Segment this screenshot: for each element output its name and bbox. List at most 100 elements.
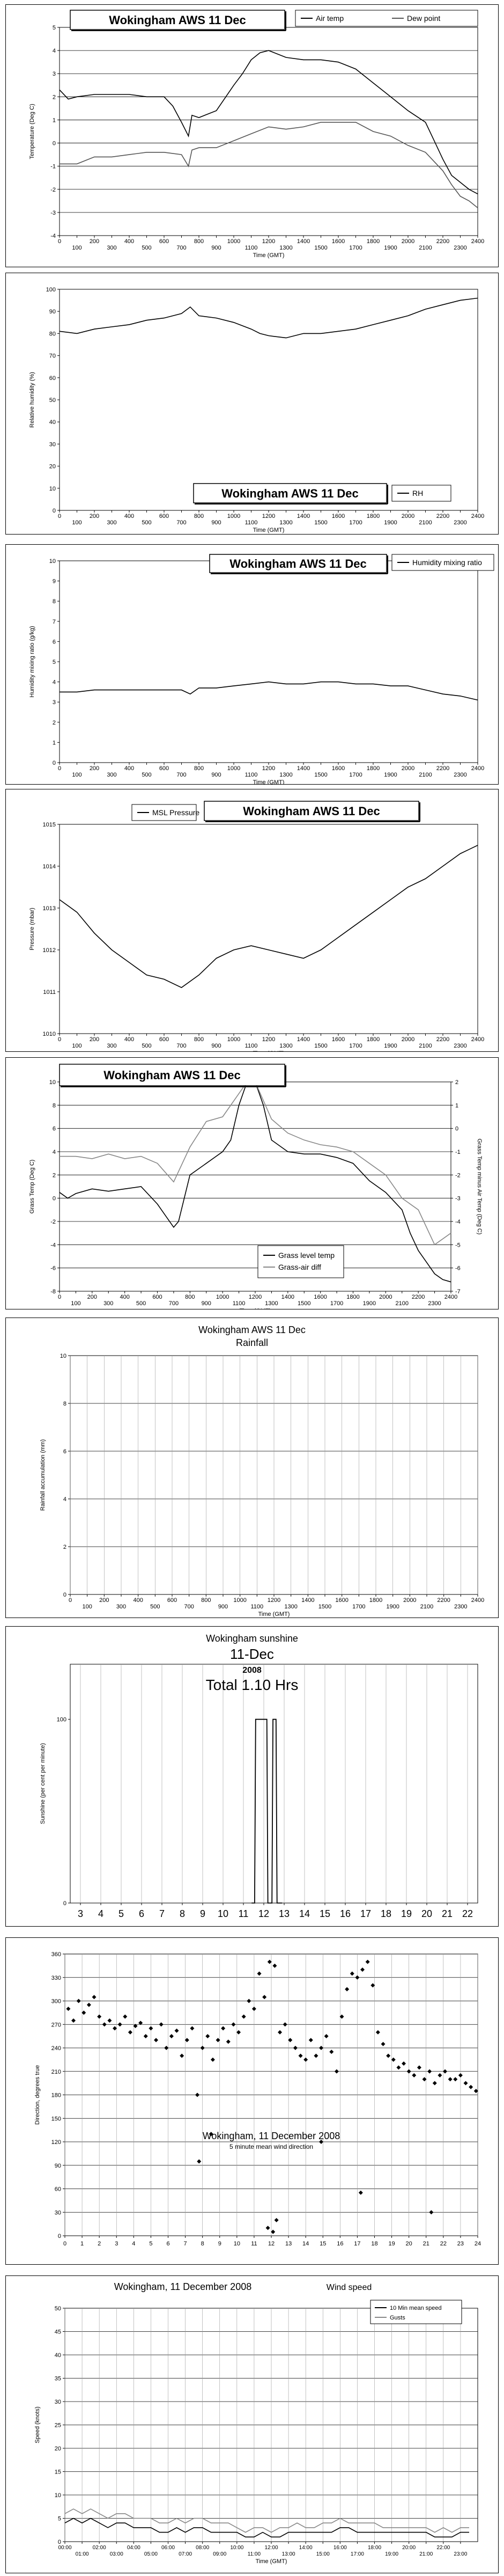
x-tick-label: 100 bbox=[72, 519, 81, 526]
y-tick-label: 80 bbox=[49, 331, 56, 337]
x-tick-label: 500 bbox=[142, 519, 151, 526]
chart-panel-2: 0 10 20 30 40 50 60 70 80 90 100 0 100 200 300 400 500 60… bbox=[5, 273, 499, 535]
x-tick-label: 2100 bbox=[419, 772, 432, 778]
y-axis-label: Relative humidity (%) bbox=[29, 372, 35, 428]
y-tick-label: 6 bbox=[53, 639, 56, 645]
x-tick-label: 2100 bbox=[419, 1043, 432, 1049]
y-axis-label: Humidity mixing ratio (g/kg) bbox=[29, 626, 35, 697]
data-point bbox=[102, 2022, 107, 2027]
y-tick-label: 0 bbox=[53, 508, 56, 514]
x-tick-label: 700 bbox=[176, 772, 186, 778]
x-tick-label: 2400 bbox=[471, 238, 484, 245]
data-point bbox=[262, 1995, 267, 2000]
x-tick-label: 1900 bbox=[384, 1043, 397, 1049]
x-tick-label: 1200 bbox=[262, 765, 275, 772]
data-point bbox=[427, 2069, 432, 2074]
x-tick-label: 19:00 bbox=[385, 2551, 398, 2557]
data-point bbox=[319, 2046, 324, 2050]
x-tick-label: 1900 bbox=[384, 245, 397, 251]
y-tick-label: 20 bbox=[49, 464, 56, 470]
x-tick-label: 700 bbox=[176, 1043, 186, 1049]
x-tick-label: 2000 bbox=[402, 1036, 414, 1043]
chart-panel-4: 1010 1011 1012 1013 1014 1015 0 100 200 300 400 500… bbox=[5, 789, 499, 1052]
x-tick-label: 0 bbox=[58, 1036, 61, 1043]
x-tick-label: 23 bbox=[457, 2241, 464, 2247]
series-line-1 bbox=[251, 1718, 283, 1904]
x-tick-label: 1700 bbox=[349, 1043, 362, 1049]
data-point bbox=[314, 2053, 318, 2058]
data-point bbox=[133, 2024, 138, 2029]
data-point bbox=[272, 1963, 277, 1968]
legend-label: Grass-air diff bbox=[278, 1263, 321, 1271]
y-axis-label: Pressure (mbar) bbox=[29, 908, 35, 950]
series-line-1 bbox=[59, 297, 478, 339]
x-tick-label: 10 bbox=[234, 2241, 240, 2247]
data-point bbox=[92, 1995, 97, 2000]
data-point bbox=[422, 2077, 427, 2082]
x-tick-label: 2200 bbox=[436, 238, 449, 245]
y-tick-label: 5 bbox=[58, 2516, 61, 2522]
x-tick-label: 2200 bbox=[437, 1597, 450, 1604]
x-tick-label: 8 bbox=[201, 2241, 204, 2247]
x-axis-label: Time (GMT) bbox=[256, 2558, 287, 2565]
x-tick-label: 2000 bbox=[402, 513, 414, 519]
x-tick-label: 14 bbox=[299, 1908, 310, 1919]
x-tick-label: 1000 bbox=[227, 238, 240, 245]
data-point bbox=[355, 1975, 360, 1980]
y-tick-label: 50 bbox=[49, 397, 56, 404]
x-tick-label: 400 bbox=[124, 238, 134, 245]
legend-label: Humidity mixing ratio bbox=[412, 558, 482, 567]
y-tick-label: 0 bbox=[58, 2539, 61, 2545]
data-point bbox=[210, 2057, 215, 2062]
data-point bbox=[308, 2038, 313, 2043]
plot-area bbox=[59, 824, 478, 1034]
chart-title: Wokingham AWS 11 Dec bbox=[103, 1069, 241, 1082]
x-tick-label: 400 bbox=[124, 1036, 134, 1043]
y-tick-label: 35 bbox=[55, 2376, 61, 2382]
plot-area bbox=[59, 560, 478, 763]
sunshine-total: Total 1.10 Hrs bbox=[206, 1677, 299, 1693]
data-point bbox=[458, 2073, 463, 2078]
y-tick-label: -8 bbox=[50, 1289, 56, 1295]
x-tick-label: 300 bbox=[107, 245, 116, 251]
chart-svg-9: 0 5 10 15 20 25 30 35 40 45 50 00:00 01:00 02:00 03:00… bbox=[34, 2281, 478, 2565]
x-tick-label: 1300 bbox=[279, 1043, 292, 1049]
data-point bbox=[443, 2069, 448, 2074]
x-tick-label: 700 bbox=[184, 1604, 194, 1610]
x-tick-label: 02:00 bbox=[93, 2545, 106, 2551]
x-tick-label: 05:00 bbox=[144, 2551, 158, 2557]
x-tick-label: 500 bbox=[136, 1300, 146, 1307]
x-tick-label: 4 bbox=[98, 1908, 103, 1919]
chart-svg-7: 0 100 3 4 5 6 7 8 9 10 11 12 13 14 15 16 17 18 19 20 21 22 Sun… bbox=[40, 1633, 478, 1919]
series-line-2 bbox=[60, 122, 478, 208]
legend-label: MSL Pressure bbox=[152, 808, 199, 817]
series-line-1 bbox=[60, 681, 478, 701]
x-tick-label: 10 bbox=[218, 1908, 228, 1919]
y-tick-label: 100 bbox=[57, 1717, 66, 1723]
data-point bbox=[288, 2038, 293, 2043]
x-tick-label: 20 bbox=[421, 1908, 432, 1919]
x-tick-label: 18:00 bbox=[368, 2545, 381, 2551]
legend-label: 10 Min mean speed bbox=[390, 2305, 442, 2311]
x-tick-label: 9 bbox=[218, 2241, 221, 2247]
chart-title: Wokingham sunshine bbox=[206, 1633, 298, 1644]
x-tick-label: 12:00 bbox=[264, 2545, 278, 2551]
x-tick-label: 1100 bbox=[245, 245, 258, 251]
y2-tick-label: -2 bbox=[455, 1172, 461, 1179]
y-tick-label: 1013 bbox=[43, 905, 56, 912]
y-tick-label: 2 bbox=[53, 1172, 56, 1179]
x-tick-label: 400 bbox=[120, 1294, 129, 1300]
legend-box bbox=[257, 1245, 344, 1278]
y-tick-label: 2 bbox=[63, 1544, 66, 1550]
x-tick-label: 1000 bbox=[216, 1294, 229, 1300]
x-tick-label: 600 bbox=[167, 1597, 177, 1604]
x-tick-label: 800 bbox=[201, 1597, 211, 1604]
x-tick-label: 1100 bbox=[245, 519, 258, 526]
x-tick-label: 15 bbox=[320, 2241, 326, 2247]
chart-panel-6: 0 2 4 6 8 10 0 100 200 300 400 500 600 700 800 900 1000 1… bbox=[5, 1318, 499, 1618]
y-tick-label: 10 bbox=[49, 1079, 56, 1086]
x-tick-label: 2400 bbox=[471, 513, 484, 519]
y-tick-label: 0 bbox=[53, 760, 56, 766]
x-axis-label: Time (GMT) bbox=[240, 1308, 271, 1309]
data-point bbox=[293, 2046, 298, 2050]
